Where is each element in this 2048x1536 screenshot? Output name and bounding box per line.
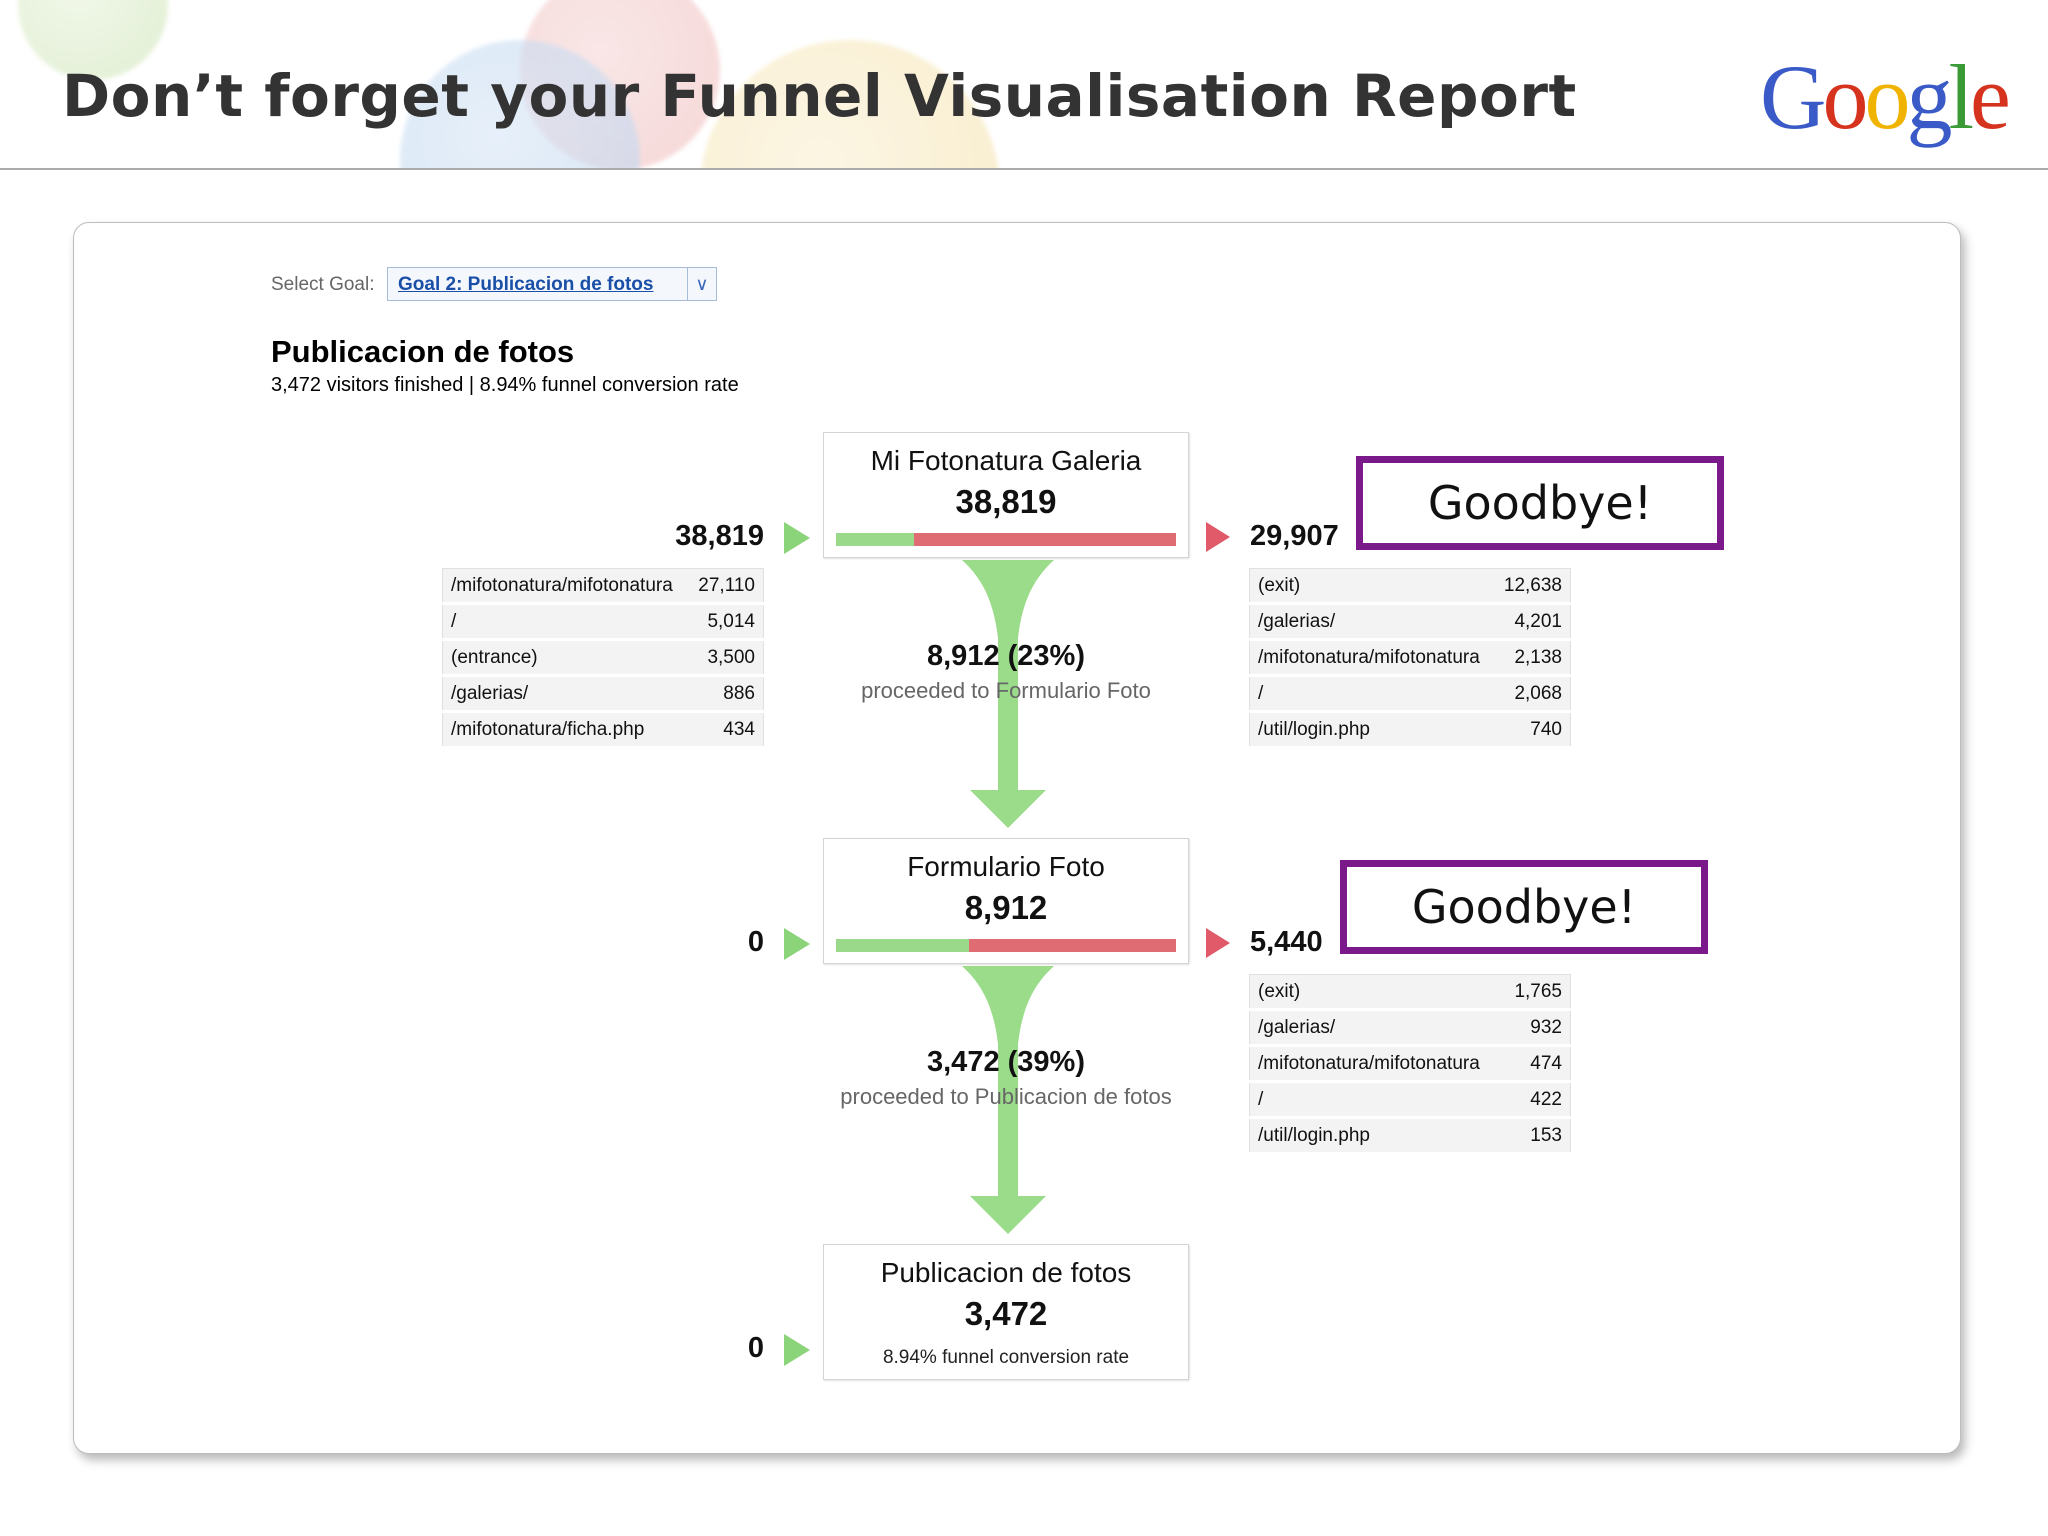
logo-letter: G <box>1760 46 1826 148</box>
source-page: /mifotonatura/ficha.php <box>442 711 689 749</box>
destination-value: 740 <box>1493 711 1571 749</box>
goodbye-callout-1: Goodbye! <box>1356 456 1724 550</box>
source-page: /mifotonatura/mifotonatura <box>442 568 689 605</box>
source-value: 434 <box>688 711 764 749</box>
table-row: /2,068 <box>1249 675 1571 713</box>
title-divider <box>0 168 2048 170</box>
destination-page: /galerias/ <box>1249 603 1494 641</box>
goal-name: Publicacion de fotos <box>271 334 575 369</box>
table-row: /mifotonatura/ficha.php 434 <box>442 711 764 749</box>
destination-value: 474 <box>1502 1045 1571 1083</box>
source-page: /galerias/ <box>442 675 689 713</box>
destination-page: /galerias/ <box>1249 1009 1503 1047</box>
step-3-name: Publicacion de fotos <box>880 1257 1132 1288</box>
table-row: (exit) 12,638 <box>1249 568 1571 605</box>
step-3-conversion-note: 8.94% funnel conversion rate <box>882 1347 1130 1368</box>
table-row: (exit) 1,765 <box>1249 974 1571 1011</box>
goal-summary: 3,472 visitors finished | 8.94% funnel c… <box>271 374 739 396</box>
step-2-name: Formulario Foto <box>907 851 1105 882</box>
step-2-proceeded-value: 3,472 (39%) <box>927 1046 1085 1078</box>
destination-value: 422 <box>1502 1081 1571 1119</box>
destination-page: /mifotonatura/mifotonatura <box>1249 639 1494 677</box>
step-1-count: 38,819 <box>955 483 1057 520</box>
step-1-exits: 29,907 <box>1250 520 1339 552</box>
logo-letter: g <box>1906 46 1952 148</box>
destination-page: (exit) <box>1249 568 1494 605</box>
source-value: 27,110 <box>688 568 764 605</box>
slide-title: Don’t forget your Funnel Visualisation R… <box>62 62 1577 130</box>
table-row: /mifotonatura/mifotonatura 2,138 <box>1249 639 1571 677</box>
destination-value: 932 <box>1502 1009 1571 1047</box>
funnel-arrow-2 <box>962 966 1054 1234</box>
step-1-entry-arrow-icon <box>784 522 810 554</box>
google-logo: Google <box>1760 44 2011 150</box>
destination-page: / <box>1249 675 1494 713</box>
source-value: 886 <box>688 675 764 713</box>
destination-value: 2,138 <box>1493 639 1571 677</box>
step-1-proceeded-value: 8,912 (23%) <box>927 640 1085 672</box>
logo-letter: l <box>1948 46 1973 148</box>
destination-value: 2,068 <box>1493 675 1571 713</box>
select-goal-dropdown[interactable]: Goal 2: Publicacion de fotos ∨ <box>387 267 717 301</box>
step-1-destinations-table: (exit) 12,638 /galerias/4,201 /mifotonatu… <box>1249 568 1571 749</box>
destination-value: 1,765 <box>1502 974 1571 1011</box>
step-3-entrances: 0 <box>747 1332 764 1364</box>
step-2-entry-arrow-icon <box>784 928 810 960</box>
step-1-progress-fill <box>836 533 915 546</box>
funnel-step-2: Formulario Foto 8,912 <box>823 838 1189 964</box>
source-value: 3,500 <box>688 639 764 677</box>
source-page: / <box>442 603 689 641</box>
step-1-sources-table: /mifotonatura/mifotonatura 27,110 /5,014 … <box>442 568 764 749</box>
funnel-arrow-1 <box>962 560 1054 828</box>
table-row: /galerias/886 <box>442 675 764 713</box>
table-row: (entrance) 3,500 <box>442 639 764 677</box>
step-1-name: Mi Fotonatura Galeria <box>870 445 1142 476</box>
destination-page: /util/login.php <box>1249 711 1494 749</box>
table-row: /util/login.php 740 <box>1249 711 1571 749</box>
step-2-entrances: 0 <box>747 926 764 958</box>
table-row: /util/login.php 153 <box>1249 1117 1571 1155</box>
destination-page: (exit) <box>1249 974 1503 1011</box>
select-goal-label: Select Goal: <box>271 274 375 295</box>
step-1-proceeded-text: proceeded to Formulario Foto <box>861 678 1151 703</box>
logo-letter: o <box>1822 46 1868 148</box>
decorative-balls <box>0 0 1100 170</box>
goodbye-callout-2: Goodbye! <box>1340 860 1708 954</box>
destination-page: / <box>1249 1081 1503 1119</box>
logo-letter: o <box>1864 46 1910 148</box>
step-2-proceeded-text: proceeded to Publicacion de fotos <box>840 1084 1172 1109</box>
table-row: /5,014 <box>442 603 764 641</box>
step-1-progress-bar <box>836 533 1176 546</box>
source-value: 5,014 <box>688 603 764 641</box>
step-2-exits: 5,440 <box>1250 926 1323 958</box>
step-2-exit-arrow-icon <box>1206 928 1230 958</box>
funnel-step-1: Mi Fotonatura Galeria 38,819 <box>823 432 1189 558</box>
funnel-step-3: Publicacion de fotos 3,472 8.94% funnel … <box>823 1244 1189 1380</box>
table-row: /galerias/932 <box>1249 1009 1571 1047</box>
logo-letter: e <box>1970 46 2011 148</box>
destination-page: /util/login.php <box>1249 1117 1503 1155</box>
step-3-count: 3,472 <box>964 1295 1048 1332</box>
table-row: /galerias/4,201 <box>1249 603 1571 641</box>
destination-value: 12,638 <box>1493 568 1571 605</box>
step-3-entry-arrow-icon <box>784 1334 810 1366</box>
step-1-entrances: 38,819 <box>675 520 764 552</box>
step-2-destinations-table: (exit) 1,765 /galerias/932 /mifotonatura/… <box>1249 974 1571 1155</box>
step-2-progress-bar <box>836 939 1176 952</box>
destination-value: 4,201 <box>1493 603 1571 641</box>
table-row: /mifotonatura/mifotonatura 27,110 <box>442 568 764 605</box>
step-1-exit-arrow-icon <box>1206 522 1230 552</box>
select-goal-value[interactable]: Goal 2: Publicacion de fotos <box>398 274 654 295</box>
double-chevron-down-icon[interactable]: ∨ <box>687 268 716 300</box>
destination-page: /mifotonatura/mifotonatura <box>1249 1045 1503 1083</box>
source-page: (entrance) <box>442 639 689 677</box>
table-row: /mifotonatura/mifotonatura 474 <box>1249 1045 1571 1083</box>
step-2-count: 8,912 <box>964 889 1048 926</box>
table-row: /422 <box>1249 1081 1571 1119</box>
step-2-progress-fill <box>836 939 969 952</box>
destination-value: 153 <box>1502 1117 1571 1155</box>
